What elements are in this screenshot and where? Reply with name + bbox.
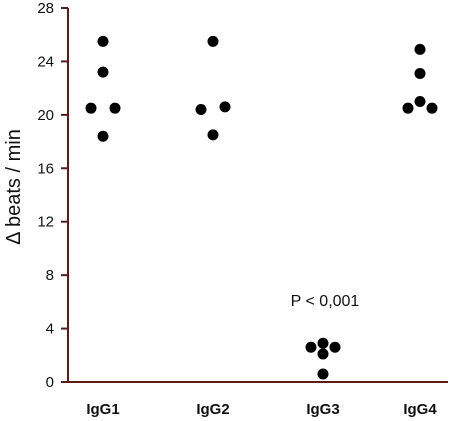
data-point bbox=[317, 368, 329, 380]
data-point bbox=[109, 102, 121, 114]
y-tick-label: 16 bbox=[37, 160, 54, 177]
data-point bbox=[97, 35, 109, 47]
y-tick-label: 8 bbox=[46, 267, 54, 284]
data-point bbox=[414, 67, 426, 79]
data-point bbox=[305, 341, 317, 353]
x-category-label: IgG1 bbox=[86, 401, 119, 418]
y-tick-label: 0 bbox=[46, 374, 54, 391]
data-point bbox=[402, 102, 414, 114]
data-point bbox=[207, 129, 219, 141]
data-point bbox=[317, 337, 329, 349]
data-point bbox=[317, 348, 329, 360]
significance-annotation: P < 0,001 bbox=[291, 293, 360, 310]
annotations: P < 0,001 bbox=[291, 293, 360, 310]
data-point bbox=[414, 96, 426, 107]
data-point bbox=[414, 43, 426, 55]
y-tick-label: 24 bbox=[37, 53, 54, 70]
y-tick-label: 4 bbox=[46, 321, 54, 338]
x-category-label: IgG4 bbox=[403, 401, 437, 418]
y-axis-ticks bbox=[61, 7, 68, 383]
y-tick-label: 12 bbox=[37, 214, 54, 231]
data-points bbox=[85, 35, 438, 380]
y-tick-label: 28 bbox=[37, 0, 54, 17]
data-point bbox=[329, 341, 341, 353]
data-point bbox=[97, 130, 109, 142]
data-point bbox=[219, 101, 231, 113]
data-point bbox=[97, 66, 109, 78]
y-axis-tick-labels: 0 4 8 12 16 20 24 28 bbox=[37, 0, 54, 391]
x-category-label: IgG3 bbox=[306, 401, 339, 418]
data-point bbox=[195, 104, 207, 116]
y-tick-label: 20 bbox=[37, 107, 54, 124]
y-axis-label: Δ beats / min bbox=[3, 129, 25, 245]
data-point bbox=[85, 102, 97, 114]
data-point bbox=[426, 102, 438, 114]
x-axis-category-labels: IgG1 IgG2 IgG3 IgG4 bbox=[86, 401, 437, 418]
x-category-label: IgG2 bbox=[196, 401, 229, 418]
data-point bbox=[207, 35, 219, 47]
